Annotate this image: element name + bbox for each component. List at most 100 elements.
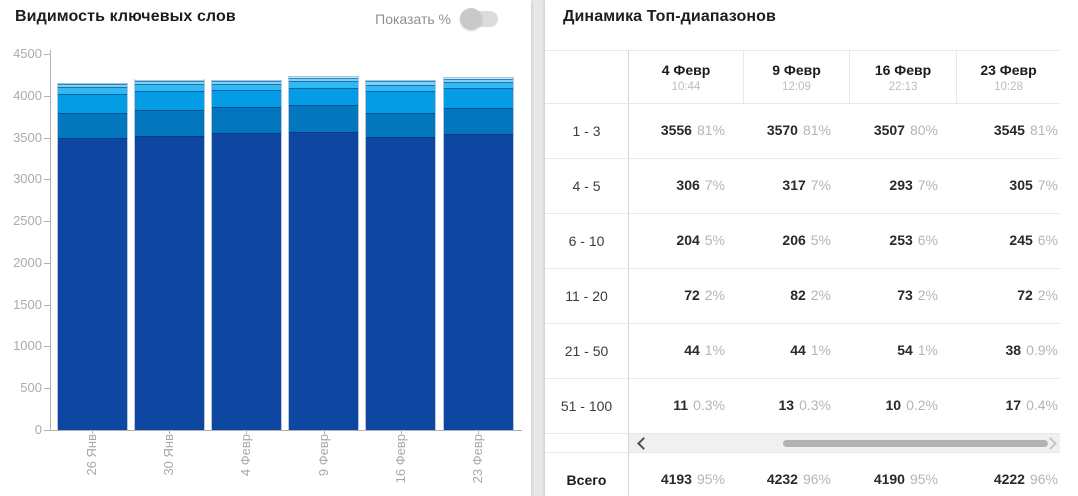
bar-segment-51-100[interactable] xyxy=(289,76,359,78)
bar-segment-21-50[interactable] xyxy=(211,80,281,85)
cell-value: 38 xyxy=(1005,342,1022,358)
cell-value: 3507 xyxy=(873,122,905,138)
bar-segment-21-50[interactable] xyxy=(366,80,436,86)
bar-segment-1-3[interactable] xyxy=(443,133,513,430)
row-range-label: 21 - 50 xyxy=(545,324,629,378)
y-axis-tick xyxy=(44,137,50,139)
table-cell: 293 7% xyxy=(849,177,956,195)
x-axis-tick xyxy=(92,430,93,434)
bar-segment-21-50[interactable] xyxy=(443,78,513,82)
table-cell: 4190 95% xyxy=(849,471,956,489)
bar-segment-51-100[interactable] xyxy=(134,79,204,81)
cell-percent: 0.3% xyxy=(693,397,725,413)
cell-value: 4232 xyxy=(766,471,798,487)
cell-value: 72 xyxy=(684,287,700,303)
bar-segment-6-10[interactable] xyxy=(134,91,204,110)
table-cell: 306 7% xyxy=(629,177,743,195)
bar-segment-4-5[interactable] xyxy=(366,112,436,137)
y-axis-tick xyxy=(44,221,50,223)
bar-segment-1-3[interactable] xyxy=(211,132,281,430)
y-axis-tick xyxy=(44,346,50,348)
cell-value: 245 xyxy=(1009,232,1033,248)
bar-segment-11-20[interactable] xyxy=(57,87,127,95)
row-range-label: 4 - 5 xyxy=(545,159,629,213)
cell-percent: 5% xyxy=(704,232,725,248)
scrollbar-track[interactable] xyxy=(629,434,1060,452)
scroll-left-icon[interactable] xyxy=(637,436,650,450)
cell-value: 54 xyxy=(897,342,913,358)
table-cell: 206 5% xyxy=(743,232,849,250)
toggle-knob-icon xyxy=(460,8,482,30)
table-cell: 4232 96% xyxy=(743,471,849,489)
column-header-date: 16 Февр xyxy=(874,61,932,78)
table-cell: 38 0.9% xyxy=(956,342,1060,360)
chart-bar xyxy=(56,82,128,430)
bar-segment-6-10[interactable] xyxy=(289,88,359,106)
column-header: 16 Февр 22:13 xyxy=(849,51,956,103)
y-axis-tick xyxy=(44,54,50,55)
table-cell: 4222 96% xyxy=(956,471,1060,489)
bar-segment-6-10[interactable] xyxy=(211,90,281,108)
bar-segment-4-5[interactable] xyxy=(443,108,513,134)
table-total-row: Всего 4193 95% 4232 96% 4190 95% 4222 96% xyxy=(545,452,1060,496)
bar-segment-4-5[interactable] xyxy=(134,109,204,136)
cell-percent: 6% xyxy=(1037,232,1058,248)
cell-value: 11 xyxy=(673,397,689,413)
bar-segment-11-20[interactable] xyxy=(134,84,204,92)
scrollbar-thumb[interactable] xyxy=(783,439,1048,447)
cell-value: 204 xyxy=(676,232,700,248)
bar-segment-51-100[interactable] xyxy=(366,79,436,81)
cell-percent: 2% xyxy=(917,287,938,303)
show-percent-label: Показать % xyxy=(375,11,451,27)
cell-value: 3556 xyxy=(660,122,692,138)
show-percent-toggle[interactable] xyxy=(460,8,498,30)
chart-bar xyxy=(288,76,360,430)
cell-value: 72 xyxy=(1017,287,1033,303)
cell-value: 44 xyxy=(684,342,700,358)
top-ranges-table: 4 Февр 10:44 9 Февр 12:09 16 Февр 22:13 … xyxy=(545,50,1060,496)
bar-segment-1-3[interactable] xyxy=(134,135,204,430)
row-range-label: 51 - 100 xyxy=(545,379,629,433)
bar-segment-4-5[interactable] xyxy=(57,113,127,139)
scroll-right-icon[interactable] xyxy=(1044,436,1057,450)
cell-percent: 81% xyxy=(802,122,831,138)
bar-segment-11-20[interactable] xyxy=(366,85,436,92)
y-axis-label: 2000 xyxy=(13,254,42,270)
bar-segment-11-20[interactable] xyxy=(211,84,281,91)
bar-segment-4-5[interactable] xyxy=(211,107,281,133)
bar-segment-11-20[interactable] xyxy=(289,81,359,89)
bar-segment-51-100[interactable] xyxy=(211,79,281,81)
table-row: 51 - 100 11 0.3% 13 0.3% 10 0.2% 17 0.4% xyxy=(545,378,1060,433)
bar-segment-6-10[interactable] xyxy=(443,87,513,109)
bar-segment-51-100[interactable] xyxy=(57,82,127,84)
y-axis-line xyxy=(50,50,51,430)
bar-segment-6-10[interactable] xyxy=(57,94,127,114)
bar-segment-1-3[interactable] xyxy=(289,131,359,430)
cell-percent: 0.3% xyxy=(799,397,831,413)
cell-value: 17 xyxy=(1005,397,1022,413)
column-header-date: 4 Февр xyxy=(661,61,711,78)
bar-segment-21-50[interactable] xyxy=(57,83,127,88)
x-axis-tick xyxy=(400,430,402,434)
cell-percent: 96% xyxy=(1029,471,1058,487)
chart-bar xyxy=(133,79,205,430)
x-axis-line xyxy=(50,430,522,431)
bar-segment-6-10[interactable] xyxy=(366,91,436,113)
column-header-time: 10:28 xyxy=(994,80,1023,93)
bar-segment-51-100[interactable] xyxy=(443,77,513,79)
cell-percent: 0.9% xyxy=(1026,342,1058,358)
column-header-time: 22:13 xyxy=(888,80,918,93)
cell-percent: 95% xyxy=(909,471,938,487)
table-cell: 3570 81% xyxy=(743,122,849,140)
y-axis-label: 2500 xyxy=(13,213,42,229)
bar-segment-4-5[interactable] xyxy=(289,105,359,132)
bar-segment-1-3[interactable] xyxy=(366,136,436,430)
table-cell: 13 0.3% xyxy=(743,397,849,415)
bar-segment-11-20[interactable] xyxy=(443,81,513,88)
bar-segment-21-50[interactable] xyxy=(289,77,359,82)
table-cell: 17 0.4% xyxy=(956,397,1060,415)
bar-segment-1-3[interactable] xyxy=(57,138,127,430)
cell-percent: 1% xyxy=(704,342,725,358)
column-header-date: 23 Февр xyxy=(980,61,1037,78)
bar-segment-21-50[interactable] xyxy=(134,80,204,85)
